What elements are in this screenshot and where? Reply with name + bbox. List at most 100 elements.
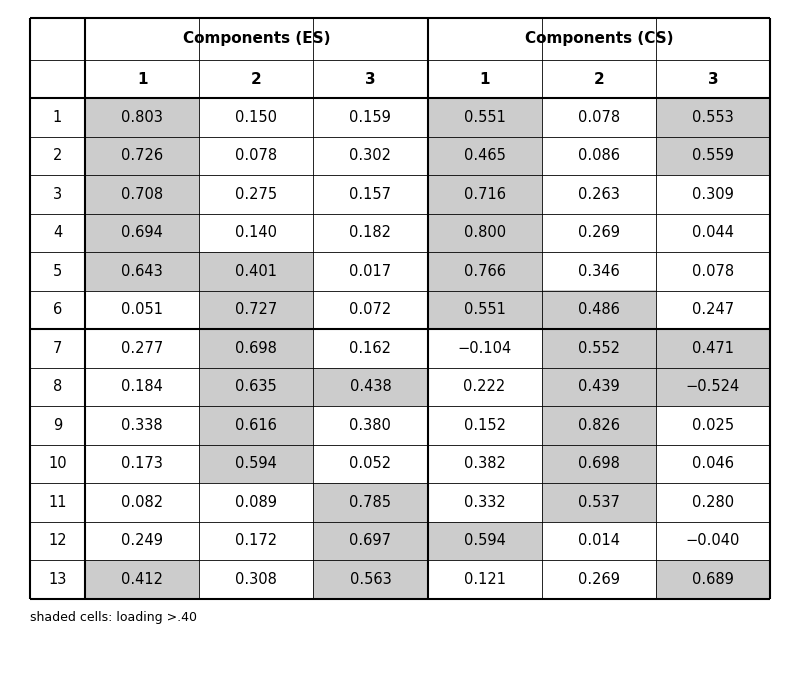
Text: 0.689: 0.689 bbox=[692, 572, 734, 587]
Bar bbox=[199, 290, 314, 329]
Text: 0.697: 0.697 bbox=[349, 533, 392, 548]
Text: shaded cells: loading >.40: shaded cells: loading >.40 bbox=[30, 611, 197, 624]
Text: 0.277: 0.277 bbox=[121, 341, 163, 355]
Text: 0.698: 0.698 bbox=[236, 341, 277, 355]
Text: 0.594: 0.594 bbox=[463, 533, 506, 548]
Text: 7: 7 bbox=[53, 341, 62, 355]
Bar bbox=[656, 560, 770, 598]
Text: 0.072: 0.072 bbox=[349, 302, 392, 318]
Text: 0.222: 0.222 bbox=[463, 379, 506, 394]
Text: 0.025: 0.025 bbox=[692, 418, 734, 433]
Text: 0.803: 0.803 bbox=[121, 110, 163, 125]
Text: 0.785: 0.785 bbox=[349, 495, 392, 510]
Text: 0.438: 0.438 bbox=[350, 379, 392, 394]
Text: 0.382: 0.382 bbox=[463, 456, 506, 471]
Text: 4: 4 bbox=[53, 225, 62, 240]
Text: 13: 13 bbox=[48, 572, 67, 587]
Bar bbox=[428, 252, 541, 290]
Text: 0.249: 0.249 bbox=[121, 533, 163, 548]
Text: Components (CS): Components (CS) bbox=[525, 32, 673, 47]
Bar bbox=[428, 98, 541, 137]
Bar bbox=[199, 368, 314, 406]
Bar bbox=[199, 252, 314, 290]
Text: 0.263: 0.263 bbox=[578, 187, 619, 202]
Text: −0.524: −0.524 bbox=[686, 379, 740, 394]
Text: 2: 2 bbox=[593, 72, 604, 87]
Text: 0.551: 0.551 bbox=[463, 110, 506, 125]
Bar bbox=[199, 445, 314, 483]
Text: 0.173: 0.173 bbox=[121, 456, 163, 471]
Text: 2: 2 bbox=[251, 72, 262, 87]
Bar bbox=[656, 329, 770, 368]
Text: 0.014: 0.014 bbox=[578, 533, 619, 548]
Text: 11: 11 bbox=[48, 495, 67, 510]
Text: 0.346: 0.346 bbox=[578, 264, 619, 279]
Bar bbox=[656, 368, 770, 406]
Text: 0.800: 0.800 bbox=[463, 225, 506, 240]
Text: 0.302: 0.302 bbox=[349, 148, 392, 163]
Text: 0.086: 0.086 bbox=[578, 148, 619, 163]
Text: 3: 3 bbox=[708, 72, 718, 87]
Bar bbox=[428, 137, 541, 175]
Text: 0.553: 0.553 bbox=[692, 110, 734, 125]
Bar bbox=[541, 329, 656, 368]
Text: 0.727: 0.727 bbox=[235, 302, 277, 318]
Text: 3: 3 bbox=[365, 72, 376, 87]
Text: 0.471: 0.471 bbox=[692, 341, 734, 355]
Bar bbox=[428, 175, 541, 213]
Bar bbox=[85, 175, 199, 213]
Text: 0.157: 0.157 bbox=[349, 187, 392, 202]
Bar bbox=[428, 213, 541, 252]
Bar bbox=[85, 252, 199, 290]
Text: 0.338: 0.338 bbox=[121, 418, 163, 433]
Text: 0.332: 0.332 bbox=[463, 495, 505, 510]
Text: 0.308: 0.308 bbox=[236, 572, 277, 587]
Text: 0.150: 0.150 bbox=[236, 110, 277, 125]
Bar bbox=[314, 560, 428, 598]
Text: 0.247: 0.247 bbox=[692, 302, 734, 318]
Text: 0.766: 0.766 bbox=[463, 264, 506, 279]
Text: 0.552: 0.552 bbox=[578, 341, 619, 355]
Text: 0.380: 0.380 bbox=[350, 418, 392, 433]
Bar bbox=[428, 290, 541, 329]
Text: 0.401: 0.401 bbox=[236, 264, 277, 279]
Text: 0.716: 0.716 bbox=[463, 187, 506, 202]
Text: 0.046: 0.046 bbox=[692, 456, 734, 471]
Text: 3: 3 bbox=[53, 187, 62, 202]
Text: 0.269: 0.269 bbox=[578, 225, 619, 240]
Text: 5: 5 bbox=[53, 264, 62, 279]
Text: 0.082: 0.082 bbox=[121, 495, 163, 510]
Text: 0.826: 0.826 bbox=[578, 418, 619, 433]
Text: 1: 1 bbox=[137, 72, 147, 87]
Bar bbox=[656, 98, 770, 137]
Bar bbox=[85, 137, 199, 175]
Text: 0.275: 0.275 bbox=[235, 187, 277, 202]
Text: 1: 1 bbox=[53, 110, 62, 125]
Bar bbox=[85, 560, 199, 598]
Text: 0.694: 0.694 bbox=[121, 225, 163, 240]
Text: 0.017: 0.017 bbox=[349, 264, 392, 279]
Bar bbox=[314, 483, 428, 521]
Text: 10: 10 bbox=[48, 456, 67, 471]
Bar bbox=[199, 329, 314, 368]
Bar bbox=[314, 368, 428, 406]
Text: 2: 2 bbox=[53, 148, 62, 163]
Bar bbox=[656, 137, 770, 175]
Text: 0.594: 0.594 bbox=[236, 456, 277, 471]
Text: 0.052: 0.052 bbox=[349, 456, 392, 471]
Text: 0.269: 0.269 bbox=[578, 572, 619, 587]
Text: 0.121: 0.121 bbox=[463, 572, 506, 587]
Bar bbox=[541, 445, 656, 483]
Text: 0.044: 0.044 bbox=[692, 225, 734, 240]
Bar bbox=[541, 368, 656, 406]
Text: 0.182: 0.182 bbox=[349, 225, 392, 240]
Text: 0.559: 0.559 bbox=[692, 148, 734, 163]
Bar bbox=[541, 483, 656, 521]
Text: 0.537: 0.537 bbox=[578, 495, 619, 510]
Text: 0.708: 0.708 bbox=[121, 187, 163, 202]
Text: 9: 9 bbox=[53, 418, 62, 433]
Text: 0.439: 0.439 bbox=[578, 379, 619, 394]
Bar bbox=[85, 213, 199, 252]
Bar bbox=[541, 406, 656, 445]
Text: 0.089: 0.089 bbox=[236, 495, 277, 510]
